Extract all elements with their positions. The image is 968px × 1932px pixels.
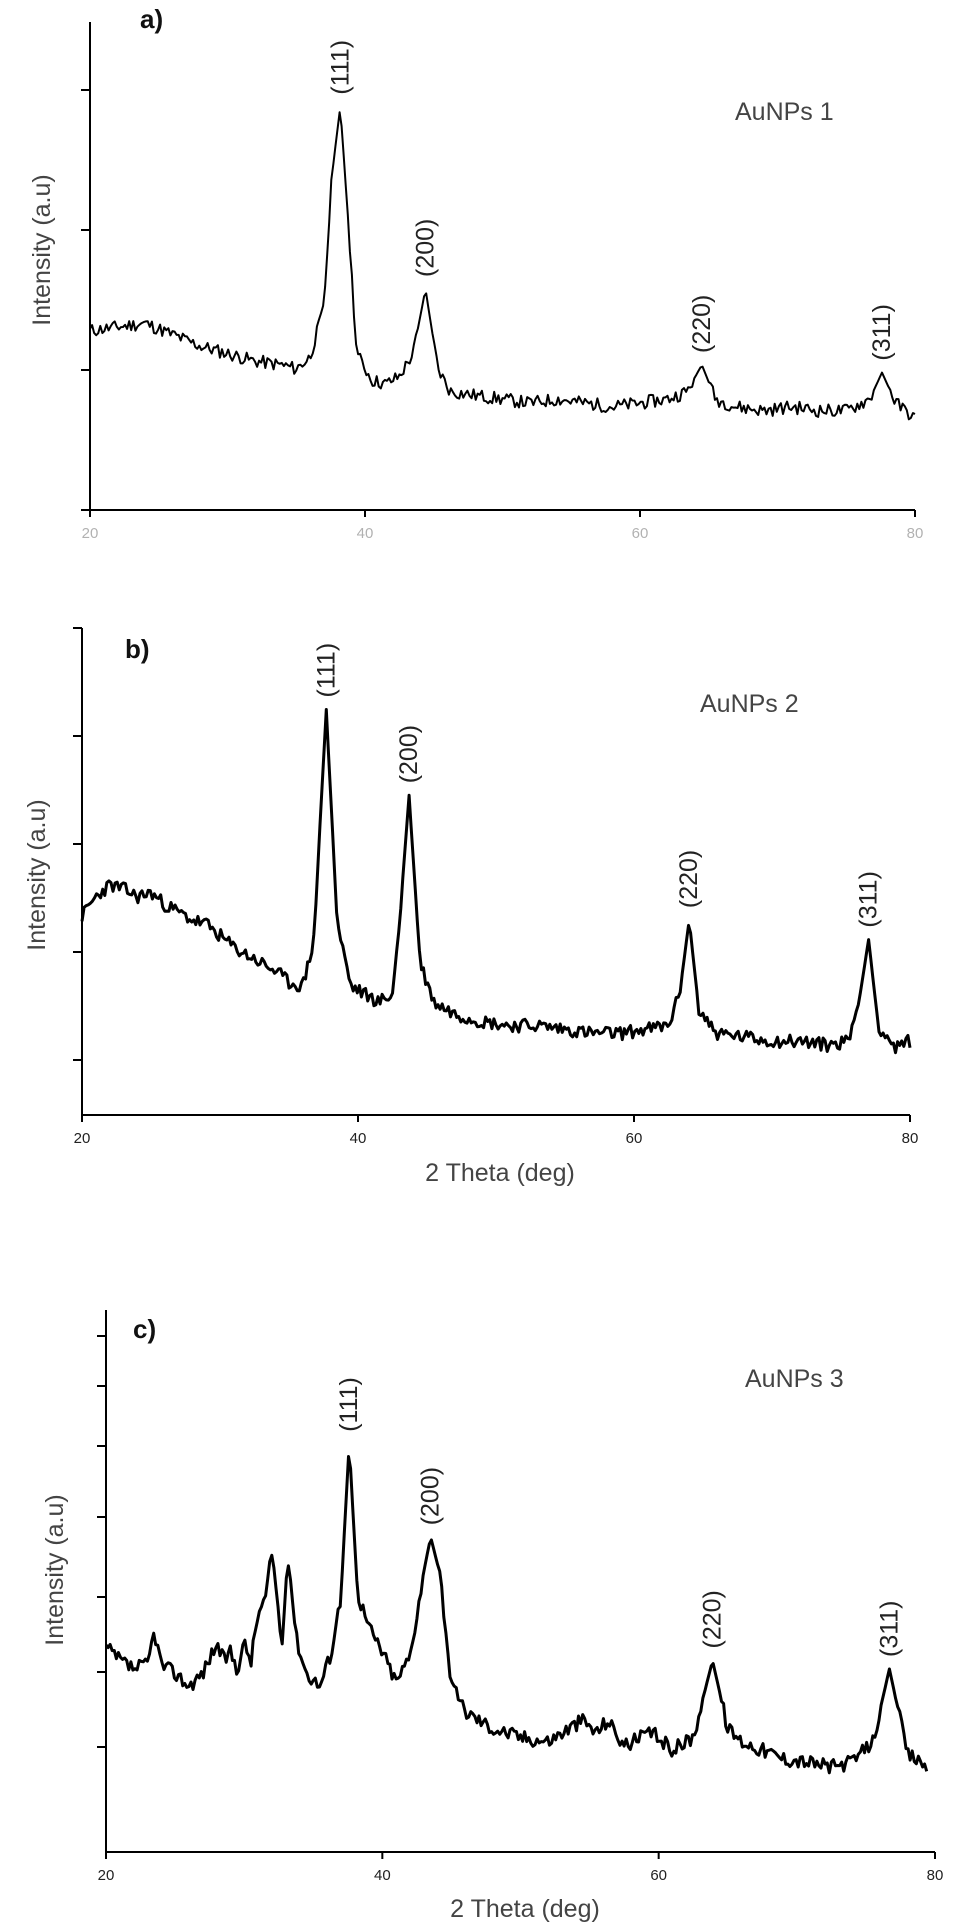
panel-c-peak-label: (311)	[875, 1600, 903, 1657]
panel-c-peak-label: (200)	[417, 1467, 445, 1525]
panel-b-chart: b) AuNPs 2 Intensity (a.u) 2 Theta (deg)…	[23, 627, 919, 1187]
panel-b-xrd-trace	[80, 708, 912, 1055]
panel-c-xrd-trace	[104, 1455, 929, 1775]
panel-c-x-tick-label: 20	[98, 1867, 115, 1884]
panel-a-ticks: 20 40 60 80	[81, 89, 924, 542]
panel-b-peak-labels: (111) (200) (220) (311)	[312, 643, 882, 928]
panel-b-y-axis-label: Intensity (a.u)	[23, 799, 51, 950]
panel-c-x-tick-label: 60	[650, 1867, 667, 1884]
panel-c-peak-labels: (111) (200) (220) (311)	[335, 1377, 903, 1657]
panel-b-x-tick-label: 20	[74, 1130, 91, 1147]
panel-a-peak-label: (200)	[412, 219, 440, 277]
panel-a-peak-label: (111)	[326, 40, 354, 95]
panel-a-tag: a)	[140, 4, 163, 34]
panel-a-peak-label: (220)	[688, 295, 716, 353]
panel-a-chart: a) AuNPs 1 Intensity (a.u) 20 40 60 80 (111…	[28, 4, 923, 542]
panel-c-tag: c)	[133, 1314, 156, 1344]
panel-b-peak-label: (311)	[855, 871, 883, 928]
panel-b-x-axis-label: 2 Theta (deg)	[425, 1159, 575, 1187]
panel-c-peak-label: (111)	[335, 1377, 363, 1432]
panel-a-x-tick-label: 60	[632, 525, 649, 542]
panel-c-chart: c) AuNPs 3 Intensity (a.u) 2 Theta (deg)…	[41, 1310, 943, 1923]
panel-a-y-axis-label: Intensity (a.u)	[28, 174, 56, 325]
panel-c-y-axis-label: Intensity (a.u)	[41, 1494, 69, 1645]
panel-a-xrd-trace	[89, 111, 916, 421]
panel-b-x-tick-label: 80	[902, 1130, 919, 1147]
panel-b-x-tick-label: 60	[626, 1130, 643, 1147]
panel-a-x-tick-label: 20	[82, 525, 99, 542]
panel-b-peak-label: (200)	[395, 725, 423, 783]
panel-c-sample-label: AuNPs 3	[745, 1365, 844, 1393]
panel-c-x-tick-label: 80	[927, 1867, 944, 1884]
panel-b-peak-label: (220)	[675, 850, 703, 908]
panel-c-ticks: 20 40 60 80	[97, 1335, 944, 1884]
panel-b-x-tick-label: 40	[350, 1130, 367, 1147]
panel-a-x-tick-label: 40	[357, 525, 374, 542]
panel-a-peak-label: (311)	[868, 304, 896, 361]
panel-a-sample-label: AuNPs 1	[735, 98, 834, 126]
panel-c-peak-label: (220)	[699, 1590, 727, 1648]
panel-c-x-tick-label: 40	[374, 1867, 391, 1884]
panel-a-x-tick-label: 80	[907, 525, 924, 542]
panel-c-x-axis-label: 2 Theta (deg)	[450, 1895, 600, 1923]
panel-b-ticks: 20 40 60 80	[73, 627, 919, 1147]
panel-a-peak-labels: (111) (200) (220) (311)	[326, 40, 896, 361]
panel-b-peak-label: (111)	[312, 643, 340, 698]
panel-b-sample-label: AuNPs 2	[700, 690, 799, 718]
panel-b-tag: b)	[125, 634, 150, 664]
